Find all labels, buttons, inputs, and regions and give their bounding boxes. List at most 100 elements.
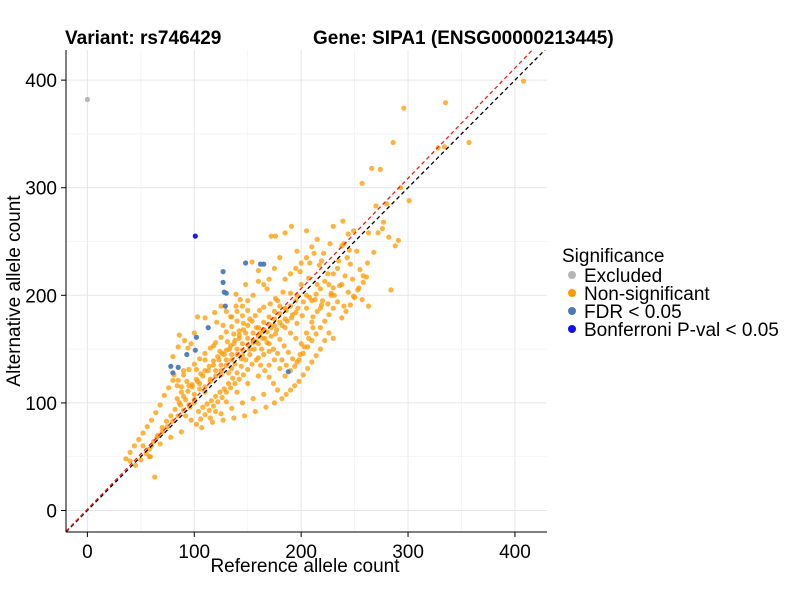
point-non-significant — [292, 363, 298, 369]
point-non-significant — [290, 312, 296, 318]
point-non-significant — [330, 223, 336, 229]
point-non-significant — [174, 383, 180, 389]
point-non-significant — [185, 388, 191, 394]
reference-lines — [66, 50, 546, 532]
point-non-significant — [245, 335, 251, 341]
point-non-significant — [364, 260, 370, 266]
point-non-significant — [182, 337, 188, 344]
point-non-significant — [294, 248, 300, 254]
point-non-significant — [282, 305, 288, 311]
point-non-significant — [251, 346, 257, 352]
point-non-significant — [210, 362, 217, 368]
x-tick-label: 300 — [392, 542, 424, 563]
point-non-significant — [231, 331, 237, 337]
reference-line-identity — [66, 50, 546, 532]
point-non-significant — [219, 394, 225, 401]
point-non-significant — [311, 250, 317, 256]
point-non-significant — [241, 413, 248, 419]
point-non-significant — [303, 228, 310, 234]
point-non-significant — [218, 334, 224, 340]
point-non-significant — [300, 350, 306, 356]
point-non-significant — [298, 260, 304, 266]
legend-label: FDR < 0.05 — [584, 302, 682, 323]
point-non-significant — [243, 357, 249, 363]
point-non-significant — [207, 415, 213, 421]
point-non-significant — [239, 303, 245, 309]
legend-label: Excluded — [584, 266, 662, 287]
point-fdr-0-05 — [170, 370, 176, 376]
point-non-significant — [261, 304, 267, 310]
point-fdr-0-05 — [220, 279, 226, 285]
legend-key — [568, 325, 576, 333]
point-non-significant — [271, 265, 277, 271]
point-non-significant — [327, 241, 333, 247]
point-non-significant — [317, 325, 323, 331]
x-axis-ticks: 0 100 200 300 400 — [82, 532, 531, 563]
point-non-significant — [183, 413, 189, 419]
point-non-significant — [218, 411, 224, 417]
point-non-significant — [185, 345, 191, 351]
point-non-significant — [256, 307, 263, 313]
point-non-significant — [272, 331, 279, 337]
point-non-significant — [268, 233, 274, 239]
point-non-significant — [299, 313, 305, 319]
point-non-significant — [293, 335, 299, 341]
point-non-significant — [175, 377, 181, 383]
point-non-significant — [317, 305, 323, 311]
point-non-significant — [297, 269, 303, 275]
point-non-significant — [234, 318, 240, 324]
point-non-significant — [236, 376, 242, 382]
point-non-significant — [316, 262, 322, 268]
point-non-significant — [266, 314, 272, 320]
point-non-significant — [300, 372, 306, 378]
point-non-significant — [255, 268, 261, 274]
point-non-significant — [266, 276, 272, 282]
point-bonferroni-p-val-0-05 — [192, 233, 198, 239]
point-non-significant — [188, 341, 194, 347]
point-non-significant — [326, 330, 332, 336]
point-non-significant — [168, 413, 174, 419]
point-non-significant — [277, 255, 283, 261]
point-non-significant — [232, 380, 238, 387]
point-non-significant — [229, 314, 235, 320]
point-non-significant — [224, 339, 230, 345]
point-non-significant — [172, 406, 178, 412]
point-non-significant — [234, 370, 240, 376]
point-non-significant — [161, 392, 167, 398]
point-non-significant — [229, 323, 235, 330]
point-non-significant — [279, 357, 285, 363]
point-non-significant — [293, 265, 299, 271]
point-non-significant — [213, 368, 219, 374]
point-non-significant — [309, 244, 315, 250]
y-tick-label: 400 — [25, 71, 57, 92]
point-non-significant — [266, 362, 272, 368]
y-tick-label: 200 — [25, 286, 57, 307]
point-non-significant — [305, 365, 311, 372]
point-non-significant — [270, 346, 276, 352]
point-non-significant — [148, 417, 155, 423]
point-fdr-0-05 — [184, 351, 190, 358]
point-non-significant — [245, 322, 251, 328]
point-non-significant — [127, 449, 133, 455]
point-non-significant — [202, 384, 208, 390]
point-non-significant — [345, 231, 351, 237]
point-non-significant — [252, 313, 258, 319]
x-tick-label: 200 — [285, 542, 317, 563]
point-non-significant — [239, 313, 245, 319]
point-non-significant — [343, 308, 349, 314]
point-non-significant — [290, 356, 296, 362]
point-non-significant — [199, 425, 205, 431]
point-non-significant — [200, 404, 206, 410]
point-non-significant — [344, 255, 350, 261]
point-non-significant — [398, 185, 404, 191]
point-non-significant — [283, 391, 289, 397]
x-tick-label: 400 — [499, 542, 531, 563]
point-non-significant — [282, 230, 288, 236]
point-non-significant — [233, 303, 239, 309]
point-non-significant — [298, 341, 304, 347]
point-non-significant — [257, 362, 264, 368]
point-non-significant — [262, 335, 268, 341]
point-non-significant — [313, 291, 319, 297]
point-non-significant — [249, 361, 255, 367]
point-non-significant — [271, 357, 277, 363]
